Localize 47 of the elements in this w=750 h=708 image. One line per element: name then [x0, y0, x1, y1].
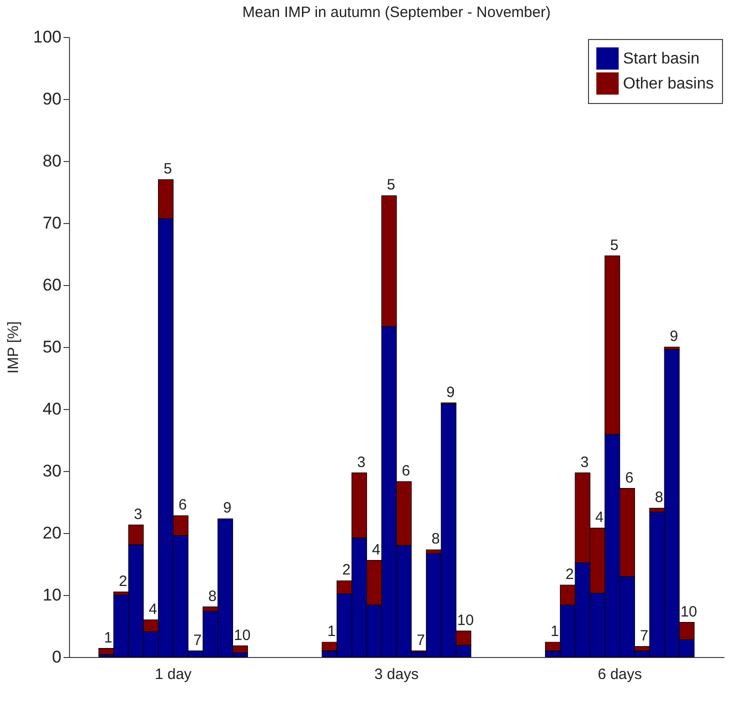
chart-title: Mean IMP in autumn (September - November)	[242, 4, 551, 21]
x-tick-label: 5	[164, 160, 172, 178]
legend-label: Start basin	[623, 50, 700, 68]
x-tick-label: 2	[566, 566, 574, 584]
x-tick-label: 3	[357, 454, 366, 471]
y-tick-label: 60	[42, 276, 62, 294]
x-tick-label: 1	[550, 623, 559, 640]
text: 1 day	[154, 666, 192, 683]
x-tick-label: 9	[223, 500, 232, 517]
x-tick-label: 3	[580, 454, 589, 471]
y-axis-title: IMP [%]	[5, 321, 22, 374]
x-tick-label: 6	[402, 462, 410, 480]
x-tick-label: 4	[148, 600, 158, 618]
x-tick-label: 9	[446, 384, 455, 401]
y-tick-label: 70	[42, 214, 62, 232]
x-tick-label: 5	[386, 176, 396, 194]
x-tick-label: 10	[680, 603, 698, 620]
x-tick-label: 7	[416, 632, 425, 649]
y-tick-label: 90	[42, 90, 62, 108]
x-tick-label: 8	[208, 588, 217, 605]
text: 3 days	[374, 666, 419, 683]
x-tick-label: 2	[118, 572, 128, 590]
y-tick-label: 20	[42, 524, 62, 542]
x-tick-label: 6	[178, 496, 187, 514]
x-tick-label: 9	[670, 328, 678, 345]
x-tick-label: 5	[610, 236, 619, 254]
x-tick-label: 4	[595, 509, 604, 526]
y-tick-label: 30	[42, 462, 62, 480]
y-tick-label: 50	[42, 338, 62, 356]
legend-label: Other basins	[623, 76, 714, 92]
y-tick-label: 40	[42, 400, 62, 418]
x-tick-label: 4	[372, 541, 380, 558]
x-tick-label: 10	[234, 626, 251, 644]
x-tick-label: 8	[654, 489, 664, 506]
x-tick-label: 2	[342, 562, 351, 579]
x-tick-label: 6	[625, 469, 634, 486]
x-tick-label: 1	[104, 629, 112, 646]
x-tick-label: 8	[432, 530, 440, 548]
y-tick-label: 10	[42, 586, 62, 604]
text: 6 days	[598, 666, 642, 683]
y-tick-label: 100	[33, 28, 62, 46]
x-tick-label: 3	[134, 506, 142, 523]
x-tick-label: 7	[193, 632, 202, 649]
x-tick-label: 7	[640, 627, 648, 644]
x-tick-label: 1	[327, 623, 336, 640]
y-tick-label: 80	[42, 152, 62, 170]
y-tick-label: 0	[52, 648, 62, 666]
